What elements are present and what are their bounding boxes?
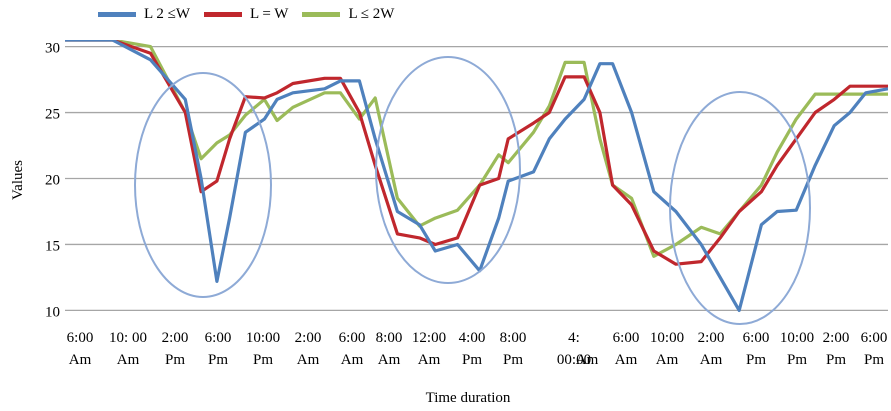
- x-tick-label: 8:00: [500, 330, 527, 346]
- x-tick-label: 12:00: [412, 330, 446, 346]
- x-tick-label: 4:: [568, 330, 580, 346]
- legend-item-series-3: L ≤ 2W: [302, 6, 394, 23]
- ellipse-2: [375, 56, 521, 284]
- x-tick-label: Am: [418, 352, 441, 368]
- x-axis-title: Time duration: [426, 390, 511, 406]
- legend: L 2 ≤W L = W L ≤ 2W: [98, 6, 394, 23]
- x-tick-label: Am: [576, 352, 599, 368]
- x-tick-label: Am: [69, 352, 92, 368]
- ellipse-3: [669, 91, 811, 325]
- x-tick-label: Am: [700, 352, 723, 368]
- x-tick-label: Pm: [253, 352, 273, 368]
- legend-label-series-2: L = W: [250, 6, 289, 22]
- x-tick-label: 00:00: [557, 352, 591, 368]
- x-tick-label: Pm: [746, 352, 766, 368]
- x-tick-label: Am: [117, 352, 140, 368]
- x-tick-label: Am: [656, 352, 679, 368]
- legend-swatch-series-1: [98, 12, 136, 17]
- x-tick-label: 2:00: [162, 330, 189, 346]
- x-tick-label: Pm: [208, 352, 228, 368]
- x-tick-label: 4:00: [459, 330, 486, 346]
- x-tick-label: 2:00: [698, 330, 725, 346]
- legend-item-series-1: L 2 ≤W: [98, 6, 190, 23]
- x-tick-label: 6:00: [339, 330, 366, 346]
- x-tick-label: Pm: [864, 352, 884, 368]
- x-tick-label: 6:00: [743, 330, 770, 346]
- series-line-1: [65, 40, 888, 312]
- x-tick-label: 6:00: [861, 330, 888, 346]
- x-tick-label: Pm: [826, 352, 846, 368]
- legend-label-series-3: L ≤ 2W: [348, 6, 395, 22]
- highlight-ellipses: [134, 56, 811, 325]
- x-tick-label: Pm: [165, 352, 185, 368]
- x-tick-labels: 6:00 Am 10: 00 Am 2:00 Pm 6:00 Pm 10:00 Pm 2:00 Am 6…: [67, 330, 888, 368]
- x-tick-label: 10:00: [650, 330, 684, 346]
- gridlines: [65, 45, 888, 312]
- legend-swatch-series-3: [302, 12, 341, 17]
- x-tick-label: Am: [615, 352, 638, 368]
- x-tick-label: 2:00: [823, 330, 850, 346]
- series-line-2: [65, 40, 888, 266]
- x-tick-label: Am: [378, 352, 401, 368]
- x-tick-label: 2:00: [295, 330, 322, 346]
- y-tick-label: 25: [45, 107, 60, 123]
- x-tick-label: Am: [341, 352, 364, 368]
- y-axis-title: Values: [10, 160, 26, 200]
- x-tick-label: 10: 00: [109, 330, 147, 346]
- legend-label-series-1: L 2 ≤W: [144, 6, 190, 22]
- x-tick-label: Am: [297, 352, 320, 368]
- y-tick-label: 10: [45, 304, 60, 320]
- x-tick-label: 6:00: [67, 330, 94, 346]
- legend-item-series-2: L = W: [204, 6, 288, 23]
- legend-swatch-series-2: [204, 12, 242, 17]
- x-tick-label: Pm: [462, 352, 482, 368]
- y-tick-labels: 10 15 20 25 30: [45, 41, 60, 321]
- x-tick-label: 6:00: [613, 330, 640, 346]
- series-lines: [65, 40, 888, 312]
- x-tick-label: Pm: [503, 352, 523, 368]
- x-tick-label: Pm: [787, 352, 807, 368]
- y-tick-label: 30: [45, 41, 60, 57]
- y-tick-label: 20: [45, 173, 60, 189]
- x-tick-label: 8:00: [376, 330, 403, 346]
- x-tick-label: 10:00: [780, 330, 814, 346]
- ellipse-1: [134, 72, 272, 298]
- x-tick-label: 6:00: [205, 330, 232, 346]
- y-tick-label: 15: [45, 238, 60, 254]
- x-tick-label: 10:00: [246, 330, 280, 346]
